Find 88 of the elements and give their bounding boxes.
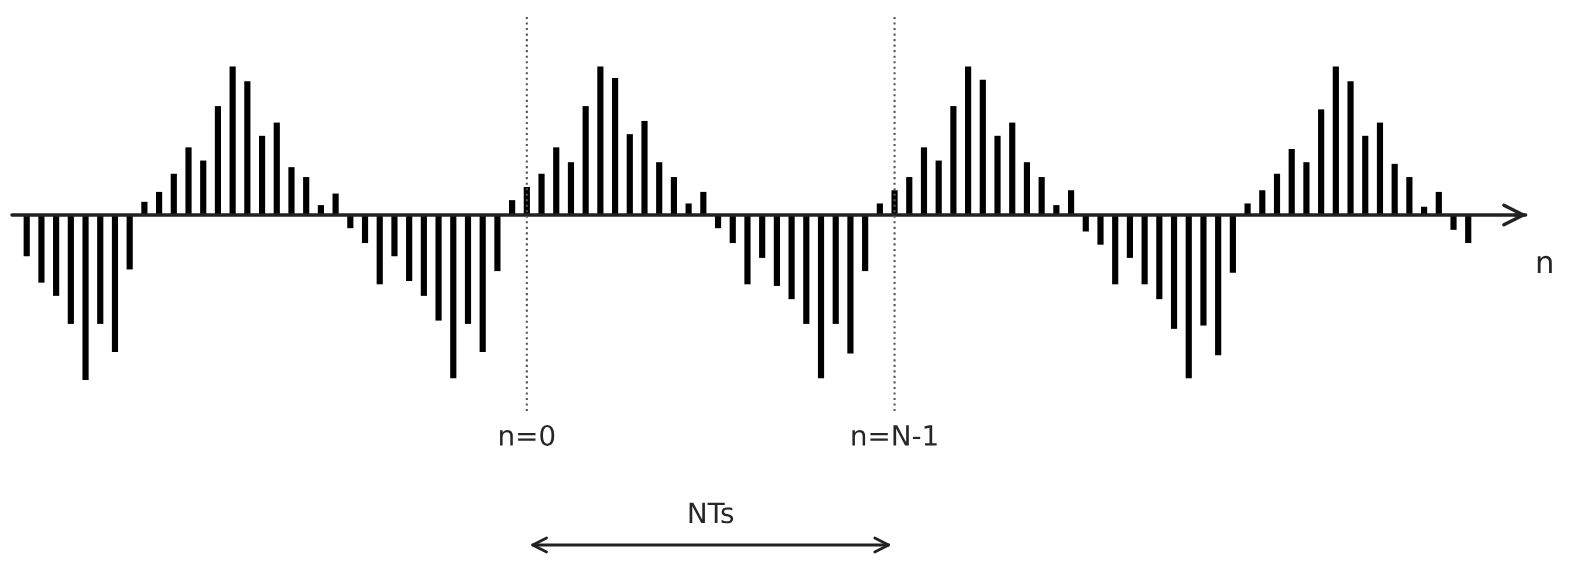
bar xyxy=(862,215,869,272)
bar xyxy=(361,215,369,244)
bar xyxy=(244,81,251,215)
bar xyxy=(1185,215,1192,379)
bar xyxy=(420,215,427,296)
bar xyxy=(1156,215,1163,300)
bar xyxy=(1009,122,1016,215)
bar xyxy=(979,79,986,215)
bar xyxy=(1303,162,1310,215)
bar xyxy=(788,215,795,300)
bar xyxy=(391,215,398,257)
bar xyxy=(170,173,177,215)
bar xyxy=(773,215,780,286)
bar xyxy=(582,106,589,215)
bar xyxy=(229,66,236,215)
bar xyxy=(185,147,192,215)
bar xyxy=(1259,190,1266,215)
bar xyxy=(1200,215,1207,326)
bar xyxy=(847,215,854,354)
bar xyxy=(1288,149,1295,215)
bar xyxy=(1376,122,1384,215)
bar xyxy=(1141,215,1148,285)
bar xyxy=(1215,215,1222,356)
bar xyxy=(258,135,266,215)
bar xyxy=(1038,177,1045,215)
bar xyxy=(553,147,560,215)
bar xyxy=(1391,163,1398,215)
bar xyxy=(1318,109,1325,215)
bar xyxy=(450,215,457,379)
bar xyxy=(376,215,383,285)
bar xyxy=(641,120,648,215)
bar xyxy=(1332,66,1339,215)
bar xyxy=(200,160,207,215)
bar xyxy=(611,78,619,215)
bar xyxy=(303,177,310,215)
bar xyxy=(97,215,104,324)
bar xyxy=(1450,215,1457,230)
bar xyxy=(82,215,89,380)
bar xyxy=(1406,177,1413,215)
bar xyxy=(435,215,442,321)
bar xyxy=(1229,215,1236,273)
bar xyxy=(126,215,133,270)
bar xyxy=(891,190,898,215)
bar xyxy=(1170,215,1178,329)
bar xyxy=(288,167,295,215)
bar xyxy=(38,215,45,283)
x-axis-title: n xyxy=(1537,255,1552,273)
bar xyxy=(67,215,74,324)
bar xyxy=(994,135,1001,215)
bar xyxy=(1126,215,1133,258)
bar xyxy=(1273,173,1281,215)
bar xyxy=(626,134,633,215)
bar xyxy=(494,215,501,272)
bar xyxy=(479,215,486,352)
bar xyxy=(53,215,60,296)
bar xyxy=(23,215,30,257)
bar xyxy=(1097,215,1104,245)
bar xyxy=(1465,215,1472,244)
bar xyxy=(1023,162,1031,215)
bar xyxy=(597,66,604,215)
bar xyxy=(111,215,119,352)
bar xyxy=(759,215,766,258)
bar xyxy=(214,106,222,215)
bar xyxy=(965,66,972,215)
bar xyxy=(1067,190,1075,215)
bar xyxy=(273,122,280,215)
bar xyxy=(906,177,913,215)
bar xyxy=(950,106,957,215)
bar xyxy=(729,215,736,244)
bar xyxy=(935,160,942,215)
bar xyxy=(1362,135,1369,215)
bar xyxy=(744,215,751,285)
bar xyxy=(538,173,545,215)
bar xyxy=(656,162,663,215)
bar xyxy=(920,147,928,215)
bar xyxy=(670,177,678,215)
bar xyxy=(817,215,825,379)
bar xyxy=(406,215,413,281)
x-tick-label: n=N-1 xyxy=(852,425,937,446)
bar xyxy=(567,162,575,215)
bar xyxy=(832,215,839,324)
bar xyxy=(1347,81,1354,215)
bar xyxy=(1244,203,1251,215)
bar xyxy=(803,215,810,324)
bar xyxy=(464,215,472,324)
bar xyxy=(1112,215,1119,285)
text: NTs xyxy=(689,502,734,524)
x-tick-label: n=0 xyxy=(500,424,555,446)
